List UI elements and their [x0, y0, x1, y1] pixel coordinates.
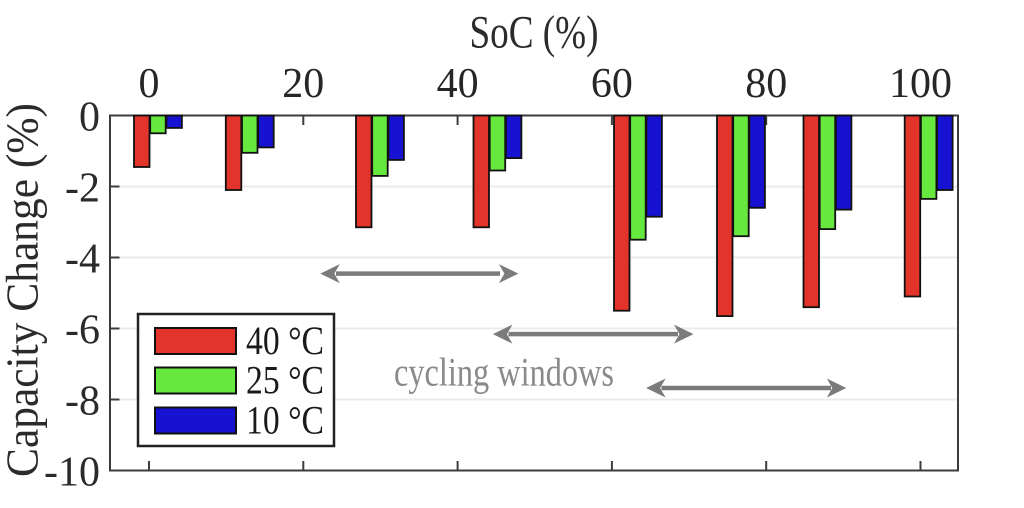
svg-text:-6: -6	[65, 308, 100, 354]
svg-text:-8: -8	[65, 379, 100, 425]
svg-text:cycling windows: cycling windows	[394, 350, 614, 395]
svg-text:0: 0	[79, 95, 100, 141]
svg-text:80: 80	[745, 61, 787, 107]
svg-text:Capacity Change (%): Capacity Change (%)	[0, 103, 48, 477]
svg-text:-10: -10	[44, 450, 100, 496]
svg-text:0: 0	[139, 61, 160, 107]
svg-text:-4: -4	[65, 237, 100, 283]
svg-text:-2: -2	[65, 166, 100, 212]
svg-text:20: 20	[282, 61, 324, 107]
svg-text:25 °C: 25 °C	[246, 358, 324, 403]
svg-text:40 °C: 40 °C	[246, 318, 324, 363]
svg-text:60: 60	[591, 61, 633, 107]
svg-text:SoC (%): SoC (%)	[470, 7, 599, 59]
svg-text:100: 100	[889, 61, 952, 107]
svg-text:40: 40	[437, 61, 479, 107]
svg-text:10 °C: 10 °C	[246, 398, 324, 443]
